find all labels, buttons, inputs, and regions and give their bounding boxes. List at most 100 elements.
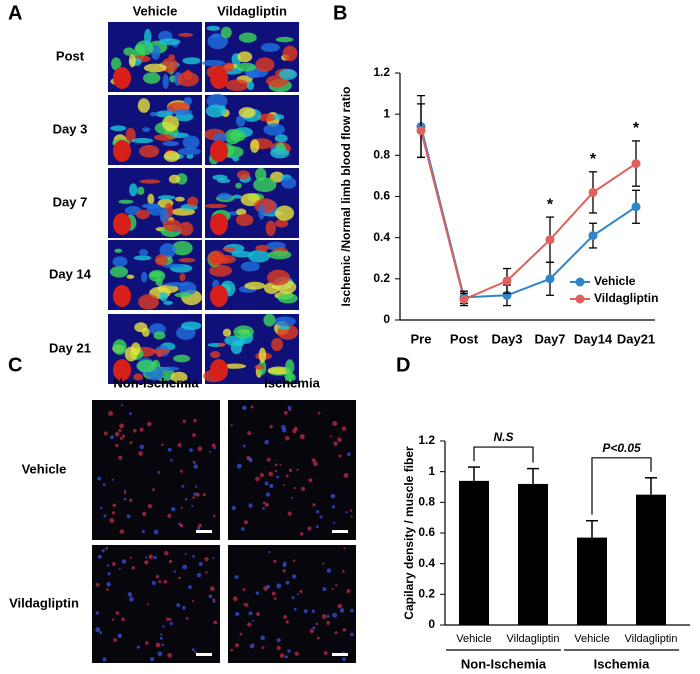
y-tick-label: 0.2 xyxy=(418,587,435,601)
perfusion-spot xyxy=(133,255,152,261)
cell-dot xyxy=(141,529,146,534)
cell-dot xyxy=(131,566,135,570)
perfusion-spot xyxy=(151,348,170,354)
cell-dot xyxy=(112,503,117,508)
cell-dot xyxy=(107,572,111,576)
cell-dot xyxy=(345,511,348,514)
row-label: Post xyxy=(56,48,85,63)
cell-dot xyxy=(316,510,320,514)
cell-dot xyxy=(180,506,183,509)
perfusion-spot xyxy=(278,325,291,330)
cell-dot xyxy=(282,428,287,433)
perfusion-spot xyxy=(285,359,295,375)
cell-dot xyxy=(288,468,293,473)
perfusion-spot xyxy=(138,294,159,310)
row-label: Day 7 xyxy=(53,194,88,209)
perfusion-spot xyxy=(112,339,127,355)
cell-dot xyxy=(269,425,273,429)
cell-dot xyxy=(239,632,243,636)
perfusion-spot xyxy=(232,194,242,199)
cell-dot xyxy=(259,472,265,478)
perfusion-spot xyxy=(235,115,246,127)
cell-dot xyxy=(319,515,323,519)
cell-dot xyxy=(119,436,123,440)
perfusion-spot xyxy=(209,264,232,277)
micrograph xyxy=(92,400,220,540)
cell-dot xyxy=(124,491,127,494)
cell-dot xyxy=(168,559,173,564)
data-point xyxy=(459,294,469,304)
cell-dot xyxy=(268,551,271,554)
row-label: Vehicle xyxy=(22,461,67,476)
cell-dot xyxy=(293,486,297,490)
cell-dot xyxy=(196,572,202,578)
cell-dot xyxy=(261,646,265,650)
perfusion-spot xyxy=(223,363,247,369)
cell-dot xyxy=(115,443,119,448)
cell-dot xyxy=(255,476,260,482)
cell-dot xyxy=(169,622,173,626)
annotation: P<0.05 xyxy=(602,441,641,455)
cell-dot xyxy=(273,559,277,563)
perfusion-spot xyxy=(263,313,276,327)
scale-bar xyxy=(332,530,348,533)
perfusion-spot xyxy=(274,134,288,143)
perfusion-spot xyxy=(267,269,291,286)
perfusion-spot xyxy=(113,67,131,89)
cell-dot xyxy=(97,476,102,481)
perfusion-spot xyxy=(244,281,266,290)
bar xyxy=(518,483,548,625)
perfusion-spot xyxy=(254,198,276,214)
cell-dot xyxy=(274,463,278,467)
cell-dot xyxy=(350,608,354,613)
cell-dot xyxy=(313,461,318,467)
perfusion-spot xyxy=(126,274,135,279)
cell-dot xyxy=(153,529,159,535)
y-tick-label: 0 xyxy=(383,312,390,326)
cell-dot xyxy=(145,556,148,559)
perfusion-spot xyxy=(222,246,236,252)
cell-dot xyxy=(342,657,347,662)
data-point xyxy=(416,126,426,136)
perfusion-spot xyxy=(279,69,298,80)
cell-dot xyxy=(212,598,216,602)
cell-dot xyxy=(242,603,245,606)
perfusion-spot xyxy=(131,137,154,144)
series-line xyxy=(420,126,637,299)
perfusion-spot xyxy=(169,132,190,139)
perfusion-spot xyxy=(250,139,260,153)
perfusion-spot xyxy=(206,93,228,109)
cell-dot xyxy=(153,555,157,560)
cell-dot xyxy=(105,546,109,550)
cell-dot xyxy=(343,473,349,478)
cell-dot xyxy=(241,405,247,411)
perfusion-spot xyxy=(113,140,131,162)
perfusion-spot xyxy=(258,347,267,363)
cell-dot xyxy=(292,574,297,579)
perfusion-spot xyxy=(128,54,136,68)
annotation: * xyxy=(590,151,597,168)
cell-dot xyxy=(290,496,293,499)
cell-dot xyxy=(303,609,308,614)
perfusion-spot xyxy=(163,150,180,162)
cell-dot xyxy=(287,511,292,516)
cell-dot xyxy=(181,606,186,610)
perfusion-spot xyxy=(139,249,149,257)
series-line xyxy=(420,130,637,301)
cell-dot xyxy=(123,489,127,492)
cell-dot xyxy=(341,426,347,431)
cell-dot xyxy=(283,614,288,619)
perfusion-spot xyxy=(163,300,173,305)
perfusion-spot xyxy=(143,63,167,73)
cell-dot xyxy=(95,582,100,587)
perfusion-spot xyxy=(208,252,224,266)
cell-dot xyxy=(146,421,152,427)
cell-dot xyxy=(285,620,289,624)
cell-dot xyxy=(202,493,206,497)
cell-dot xyxy=(144,560,149,565)
cell-dot xyxy=(149,657,155,662)
group-label: Non-Ischemia xyxy=(461,656,547,671)
cell-dot xyxy=(268,471,274,477)
cell-dot xyxy=(108,410,114,416)
legend-label: Vildagliptin xyxy=(594,291,658,305)
